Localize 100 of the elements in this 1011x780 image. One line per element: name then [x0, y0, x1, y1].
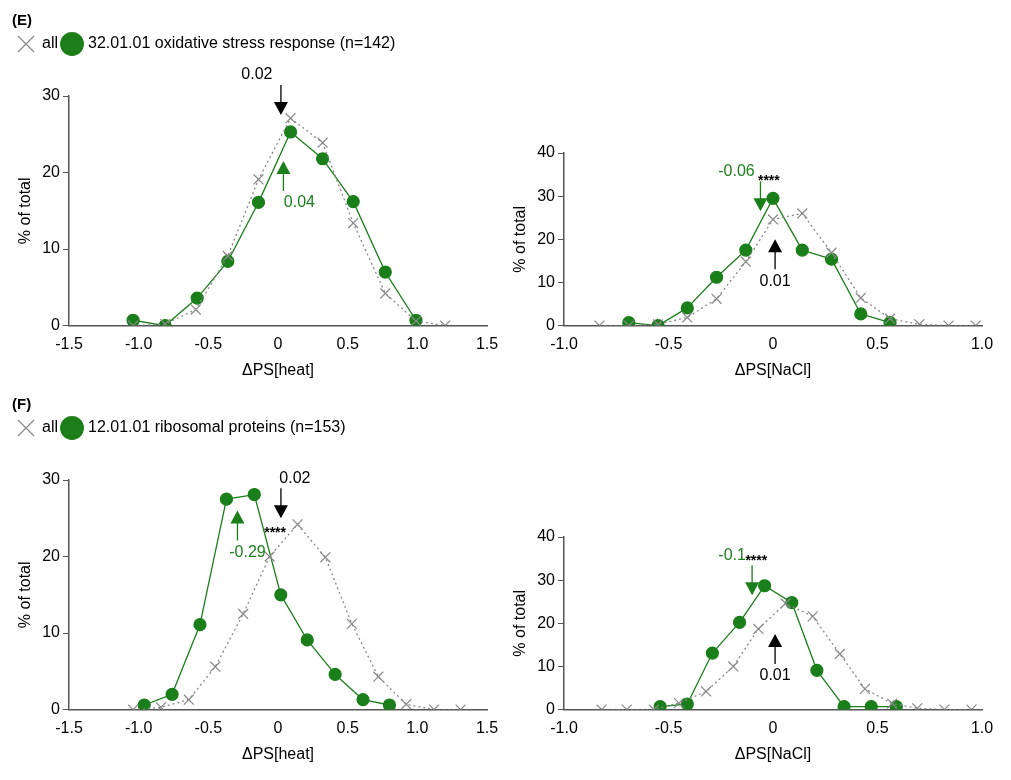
point [825, 247, 838, 259]
y-tick-label: 0 [546, 316, 556, 334]
point [283, 125, 298, 139]
y-tick-label: 40 [537, 527, 556, 545]
point [758, 579, 772, 593]
y-tick-label: 30 [42, 86, 61, 104]
x-tick-label: 0 [273, 718, 283, 736]
point [222, 250, 234, 262]
annotation: -0.1 [718, 545, 746, 563]
annotation: 0.01 [759, 271, 791, 289]
point [673, 697, 685, 709]
point [709, 270, 724, 284]
legend-label: 32.01.01 oxidative stress response (n=142) [88, 34, 396, 52]
point [219, 492, 234, 506]
point [319, 551, 331, 563]
y-tick-label: 30 [537, 186, 556, 204]
point [680, 697, 694, 710]
point [315, 152, 330, 166]
x-tick-label: 0 [273, 334, 283, 352]
point [346, 618, 358, 630]
x-tick-label: 0 [768, 718, 778, 736]
y-tick-label: 10 [42, 623, 61, 641]
x-tick-label: 0.5 [336, 334, 359, 352]
point [752, 623, 764, 635]
point [767, 213, 779, 225]
point [379, 287, 391, 300]
y-tick-label: 20 [42, 546, 61, 564]
y-axis-title: % of total [16, 177, 34, 245]
x-tick-label: 0.5 [866, 334, 889, 352]
point [300, 633, 314, 647]
point [837, 699, 851, 710]
point [732, 615, 747, 630]
x-tick-label: 1.5 [475, 718, 499, 736]
point [252, 173, 265, 185]
x-tick-label: 1.0 [970, 718, 994, 736]
point [237, 608, 249, 620]
legend-label: all [42, 34, 59, 52]
point [247, 487, 261, 502]
y-tick-label: 0 [51, 700, 61, 718]
point [859, 683, 871, 695]
x-tick-label: -0.5 [194, 334, 223, 352]
x-tick-label: -0.5 [654, 334, 683, 352]
point [854, 307, 868, 321]
x-axis-title: ΔPS[heat] [241, 744, 315, 762]
point [705, 646, 719, 660]
y-tick-label: 0 [51, 316, 61, 334]
y-tick-label: 10 [42, 239, 61, 257]
chart-title: (F) [12, 395, 32, 413]
point [372, 671, 384, 683]
x-axis-title: ΔPS[NaCl] [734, 744, 812, 762]
x-tick-label: -1.0 [124, 718, 153, 736]
x-tick-label: 1.0 [406, 718, 429, 736]
point [264, 550, 276, 563]
point [834, 648, 846, 660]
point [382, 698, 397, 710]
x-axis-title: ΔPS[NaCl] [734, 360, 812, 378]
y-tick-label: 20 [537, 613, 556, 631]
point [681, 311, 693, 323]
point [700, 685, 712, 698]
y-tick-label: 20 [537, 229, 556, 247]
annotation: 0.04 [283, 193, 316, 211]
y-tick-label: 40 [537, 143, 556, 161]
point [165, 687, 179, 701]
point [137, 698, 151, 710]
y-tick-label: 20 [42, 162, 61, 180]
x-tick-label: -0.5 [194, 718, 223, 736]
point [796, 207, 808, 219]
x-tick-label: -1.5 [55, 718, 83, 736]
point [855, 292, 867, 304]
point [740, 256, 752, 268]
annotation: **** [745, 551, 768, 568]
y-axis-title: % of total [16, 561, 34, 629]
point [779, 597, 792, 609]
point [347, 217, 359, 229]
point [711, 293, 723, 305]
point [183, 694, 195, 706]
chart-title: (E) [12, 11, 32, 29]
annotation: 0.01 [759, 666, 791, 684]
point [727, 660, 739, 672]
legend-label: 12.01.01 ribosomal proteins (n=153) [88, 418, 346, 436]
x-tick-label: 0.5 [866, 718, 889, 736]
point [766, 191, 780, 205]
x-tick-label: 0 [768, 334, 778, 352]
x-tick-label: 1.0 [406, 334, 429, 352]
point [190, 291, 204, 305]
point [378, 265, 392, 279]
point [346, 195, 360, 209]
y-tick-label: 10 [537, 656, 556, 674]
y-axis-title: % of total [511, 589, 529, 657]
point [284, 112, 297, 124]
point [864, 699, 878, 710]
point [807, 610, 819, 622]
x-tick-label: -0.5 [654, 718, 683, 736]
x-tick-label: 0.5 [336, 718, 359, 736]
point [190, 303, 202, 316]
point [193, 618, 207, 632]
text: 0.02 [241, 65, 273, 83]
x-tick-label: -1.0 [550, 718, 578, 736]
y-axis-title: % of total [511, 205, 529, 273]
annotation: **** [757, 171, 781, 188]
